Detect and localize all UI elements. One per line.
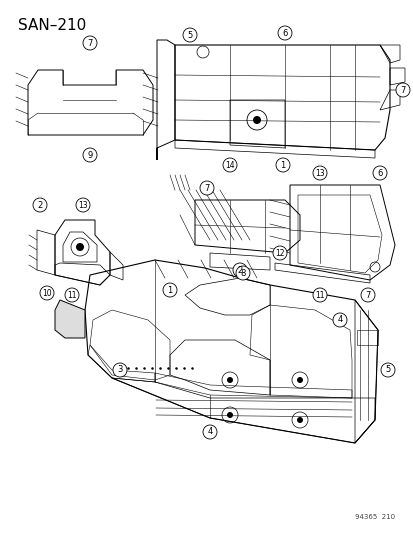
Text: 7: 7 [204, 183, 209, 192]
Circle shape [223, 158, 236, 172]
Text: 94365  210: 94365 210 [354, 514, 394, 520]
Text: 2: 2 [237, 265, 242, 274]
Circle shape [76, 198, 90, 212]
Circle shape [372, 166, 386, 180]
Text: 5: 5 [385, 366, 390, 375]
Circle shape [83, 36, 97, 50]
Text: 6: 6 [376, 168, 382, 177]
Text: 5: 5 [187, 30, 192, 39]
Circle shape [296, 377, 302, 383]
Text: 1: 1 [167, 286, 172, 295]
Circle shape [395, 83, 409, 97]
Circle shape [83, 148, 97, 162]
Text: 14: 14 [225, 160, 234, 169]
Circle shape [163, 283, 177, 297]
Circle shape [296, 417, 302, 423]
Text: 3: 3 [117, 366, 122, 375]
Text: 2: 2 [37, 200, 43, 209]
Text: 7: 7 [87, 38, 93, 47]
Circle shape [226, 377, 233, 383]
Circle shape [40, 286, 54, 300]
Circle shape [199, 181, 214, 195]
Circle shape [312, 288, 326, 302]
Text: 13: 13 [78, 200, 88, 209]
Circle shape [76, 243, 84, 251]
Text: 9: 9 [87, 150, 93, 159]
Text: 7: 7 [364, 290, 370, 300]
Polygon shape [55, 300, 85, 338]
Circle shape [312, 166, 326, 180]
Circle shape [113, 363, 127, 377]
Text: 7: 7 [399, 85, 405, 94]
Circle shape [277, 26, 291, 40]
Text: 1: 1 [280, 160, 285, 169]
Text: 6: 6 [282, 28, 287, 37]
Circle shape [65, 288, 79, 302]
Text: 11: 11 [67, 290, 76, 300]
Text: 13: 13 [314, 168, 324, 177]
Circle shape [275, 158, 289, 172]
Circle shape [183, 28, 197, 42]
Circle shape [202, 425, 216, 439]
Text: 8: 8 [240, 269, 245, 278]
Circle shape [380, 363, 394, 377]
Circle shape [332, 313, 346, 327]
Text: 12: 12 [275, 248, 284, 257]
Text: SAN–210: SAN–210 [18, 18, 86, 33]
Circle shape [360, 288, 374, 302]
Circle shape [252, 116, 260, 124]
Text: 11: 11 [314, 290, 324, 300]
Circle shape [33, 198, 47, 212]
Circle shape [235, 266, 249, 280]
Text: 4: 4 [207, 427, 212, 437]
Circle shape [272, 246, 286, 260]
Circle shape [226, 412, 233, 418]
Text: 10: 10 [42, 288, 52, 297]
Circle shape [233, 263, 247, 277]
Text: 4: 4 [337, 316, 342, 325]
